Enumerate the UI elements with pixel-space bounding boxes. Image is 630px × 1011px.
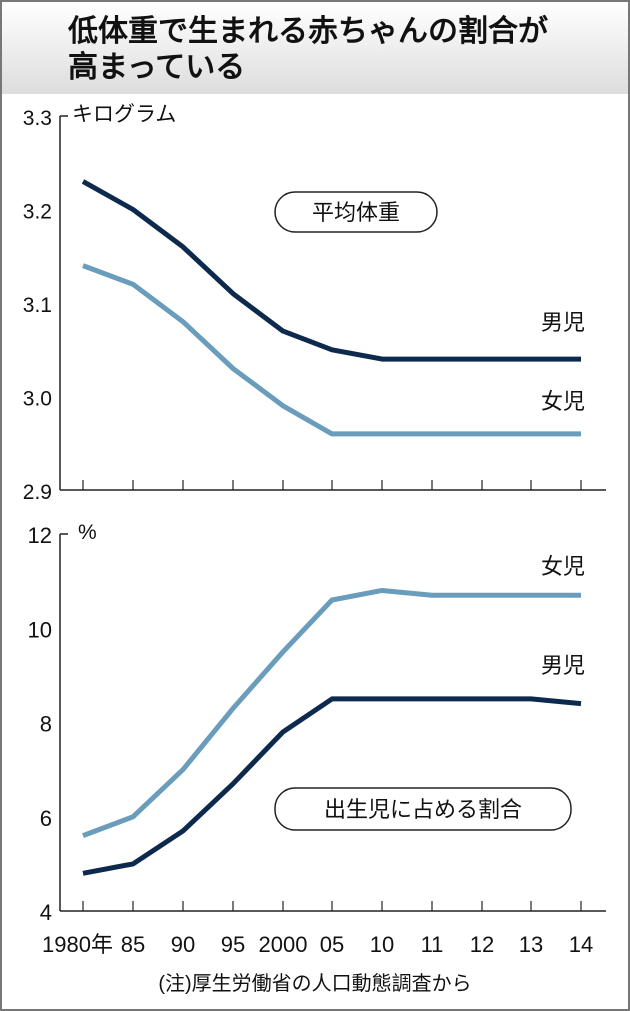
panel-label: 平均体重 xyxy=(312,200,400,225)
x-tick-label: 85 xyxy=(121,932,145,957)
y-tick-label: 3.0 xyxy=(23,388,52,411)
y-tick-label: 10 xyxy=(28,617,52,642)
x-tick-label: 1980年 xyxy=(42,932,113,957)
x-tick-label: 2000 xyxy=(259,932,308,957)
panel-label: 出生児に占める割合 xyxy=(324,797,522,822)
x-tick-label: 13 xyxy=(519,932,543,957)
y-tick-label: 8 xyxy=(40,712,52,737)
y-tick-label: 3.1 xyxy=(23,294,52,317)
series-label: 女児 xyxy=(541,389,585,414)
series-label: 女児 xyxy=(541,554,585,579)
y-tick-label: 3.2 xyxy=(23,201,52,224)
y-axis-unit: キログラム xyxy=(72,103,176,126)
series-line-male xyxy=(82,696,582,876)
y-tick-label: 2.9 xyxy=(23,481,52,504)
y-tick-label: 3.3 xyxy=(23,107,52,130)
x-tick-label: 10 xyxy=(370,932,394,957)
series-label: 男児 xyxy=(541,653,585,678)
panel-label-box xyxy=(274,191,438,233)
title-band: 低体重で生まれる赤ちゃんの割合が高まっている xyxy=(2,2,628,94)
y-tick-label: 12 xyxy=(28,523,52,548)
y-tick-label: 4 xyxy=(40,900,52,925)
series-label: 男児 xyxy=(541,310,585,335)
y-axis-unit: % xyxy=(78,521,97,544)
source-note: (注)厚生労働省の人口動態調査から xyxy=(158,972,471,995)
x-tick-label: 90 xyxy=(171,932,195,957)
x-tick-label: 12 xyxy=(470,932,494,957)
panel-label-box xyxy=(274,787,572,831)
y-tick-label: 6 xyxy=(40,806,52,831)
x-tick-label: 14 xyxy=(569,932,593,957)
x-tick-label: 05 xyxy=(320,932,344,957)
chart-title: 低体重で生まれる赤ちゃんの割合が高まっている xyxy=(68,14,548,85)
x-tick-label: 95 xyxy=(221,932,245,957)
x-tick-label: 11 xyxy=(421,932,444,957)
